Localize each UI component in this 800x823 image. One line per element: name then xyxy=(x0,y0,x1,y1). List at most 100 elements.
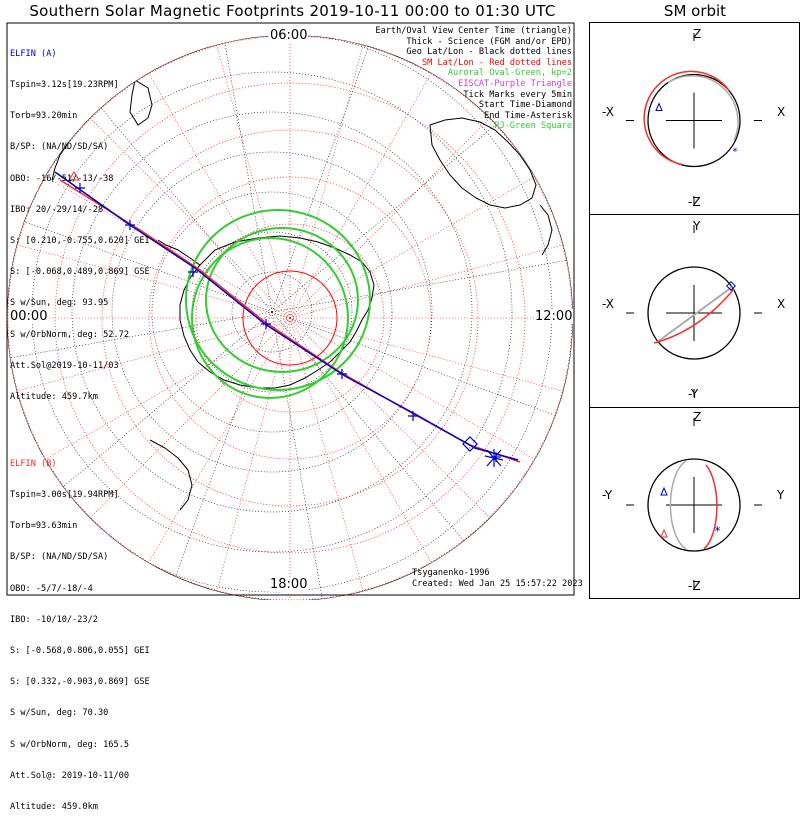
geo-latitude-circle xyxy=(71,111,473,513)
sm-mlt-line xyxy=(289,317,564,392)
track-tick-mark xyxy=(75,183,85,193)
clock-label-bottom: 18:00 xyxy=(269,577,309,592)
africa-outline xyxy=(149,439,193,511)
orbit-panel-yz: * Z -Z -Y Y xyxy=(589,407,800,599)
elfin-a-line: S w/Sun, deg: 93.95 xyxy=(10,298,109,309)
orbit-trace-b xyxy=(703,464,718,550)
earth-circle xyxy=(647,458,741,552)
legend-entry: Start Time-Diamond xyxy=(478,100,572,111)
geo-meridian-line xyxy=(219,35,273,313)
sm-mlt-line xyxy=(16,244,291,319)
sm-mlt-line xyxy=(289,317,364,592)
clock-label-top: 06:00 xyxy=(269,28,309,43)
axis-label-up: Y xyxy=(693,219,701,233)
sm-mlt-line xyxy=(216,44,291,319)
geo-meridian-line xyxy=(271,311,465,543)
page-title: Southern Solar Magnetic Footprints 2019-… xyxy=(29,2,556,20)
geo-meridian-line xyxy=(41,311,273,505)
auroral-oval-inner xyxy=(205,227,359,373)
legend-entry: Geo Lat/Lon - Black dotted lines xyxy=(406,47,572,58)
elfin-a-name: ELFIN (A) xyxy=(10,48,57,59)
orbit-end-asterisk: * xyxy=(714,524,721,538)
elfin-b-line: IBO: -10/10/-23/2 xyxy=(10,614,98,625)
elfin-b-line: Torb=93.63min xyxy=(10,521,78,532)
end-time-asterisk xyxy=(484,449,504,467)
grid-layer xyxy=(7,35,573,600)
peninsula-outline xyxy=(157,239,201,266)
sm-mlt-line xyxy=(148,72,291,319)
axis-label-down: -Z xyxy=(688,579,701,593)
elfin-a-info: ELFIN (A) Tspin=3.12s[19.23RPM] Torb=93.… xyxy=(10,28,150,413)
axis-label-left: -Y xyxy=(602,488,613,502)
orbit-plot-yz: * xyxy=(626,418,762,588)
elfin-b-line: S w/OrbNorm, deg: 165.5 xyxy=(10,739,129,750)
legend-entry: Auroral Oval-Green, kp=2 xyxy=(447,68,572,79)
elfin-a-line: B/SP: (NA/ND/SD/SA) xyxy=(10,142,109,153)
geo-meridian-line xyxy=(7,208,273,313)
geo-latitude-circle xyxy=(151,191,393,433)
elfin-b-line: B/SP: (NA/ND/SD/SA) xyxy=(10,552,109,563)
elfin-a-line: Torb=93.20min xyxy=(10,111,78,122)
sm-latitude-circle xyxy=(101,129,479,507)
new-zealand-outline xyxy=(539,204,553,256)
elfin-a-line: Altitude: 459.7km xyxy=(10,392,98,403)
map-frame xyxy=(6,22,575,596)
track-tick-mark xyxy=(408,411,418,421)
orbit-trace-b xyxy=(653,288,735,344)
orbit-trace-b xyxy=(643,70,730,166)
geo-meridian-line xyxy=(271,311,554,416)
axis-label-down: -Y xyxy=(688,387,699,401)
sm-mlt-line xyxy=(44,317,291,460)
track-tick-mark xyxy=(188,267,198,277)
auroral-oval-layer xyxy=(185,209,371,399)
orbit-trace-gray xyxy=(655,286,733,344)
orbit-start-triangle xyxy=(655,102,663,111)
elfin-b-line: Altitude: 459.0km xyxy=(10,802,98,813)
elfin-a-line: Att.Sol@2019-10-11/03 xyxy=(10,360,119,371)
orbit-plot-xz: * xyxy=(626,33,762,204)
legend-entry: EISCAT-Purple Triangle xyxy=(458,78,572,89)
orbit-title: SM orbit xyxy=(663,2,727,20)
track-tick-mark xyxy=(337,369,347,379)
axis-label-right: X xyxy=(777,105,786,119)
elfin-b-info: ELFIN (B) Tspin=3.00s[19.94RPM] Torb=93.… xyxy=(10,438,150,823)
orbit-plot-xy xyxy=(626,225,762,397)
clock-label-right: 12:00 xyxy=(534,309,574,324)
axis-label-right: Y xyxy=(777,488,785,502)
legend-entry: End Time-Asterisk xyxy=(484,110,572,121)
elfin-b-line: Tspin=3.00s[19.94RPM] xyxy=(10,490,119,501)
orbit-trace-gray xyxy=(667,75,739,141)
sm-mlt-line xyxy=(289,117,491,319)
elfin-b-line: Att.Sol@: 2019-10-11/00 xyxy=(10,770,129,781)
elfin-a-line: IBO: 20/-29/14/-28 xyxy=(10,204,104,215)
sm-mlt-line xyxy=(289,317,491,519)
axis-label-left: -X xyxy=(602,297,614,311)
orbit-trace-gray xyxy=(669,460,687,550)
orbit-panel-xy: Y -Y -X X xyxy=(589,214,800,408)
sm-mlt-line xyxy=(16,317,291,392)
sm-mlt-line xyxy=(44,176,291,319)
legend: Earth/Oval View Center Time (triangle) T… xyxy=(375,26,572,132)
sm-mlt-line xyxy=(289,244,564,319)
legend-entry: SM Lat/Lon - Red dotted lines xyxy=(421,57,572,68)
earth-circle xyxy=(647,73,741,168)
orbit-triangle-b xyxy=(660,528,668,538)
track-layer xyxy=(54,171,521,467)
australia-outline xyxy=(429,117,537,209)
axis-label-up: Z xyxy=(693,27,702,41)
created-timestamp: Created: Wed Jan 25 15:57:22 2023 xyxy=(412,579,583,589)
geo-latitude-circle xyxy=(111,151,433,473)
sm-mlt-line xyxy=(89,317,291,519)
sm-mlt-line xyxy=(289,317,536,460)
view-center-triangle xyxy=(68,171,80,181)
elfin-b-line: S: [0.332,-0.903,0.869] GSE xyxy=(10,677,150,688)
geo-meridian-line xyxy=(271,259,568,313)
elfin-b-line: S: [-0.568,0.806,0.055] GEI xyxy=(10,646,150,657)
axis-label-down: -Z xyxy=(688,195,701,209)
sm-mlt-line xyxy=(289,44,364,319)
elfin-b-name: ELFIN (B) xyxy=(10,458,57,469)
start-time-diamond xyxy=(462,436,478,452)
elfin-a-line: S: [-0.068,0.489,0.869] GSE xyxy=(10,267,150,278)
sm-mlt-line xyxy=(289,72,432,319)
sm-mlt-line xyxy=(216,317,291,592)
